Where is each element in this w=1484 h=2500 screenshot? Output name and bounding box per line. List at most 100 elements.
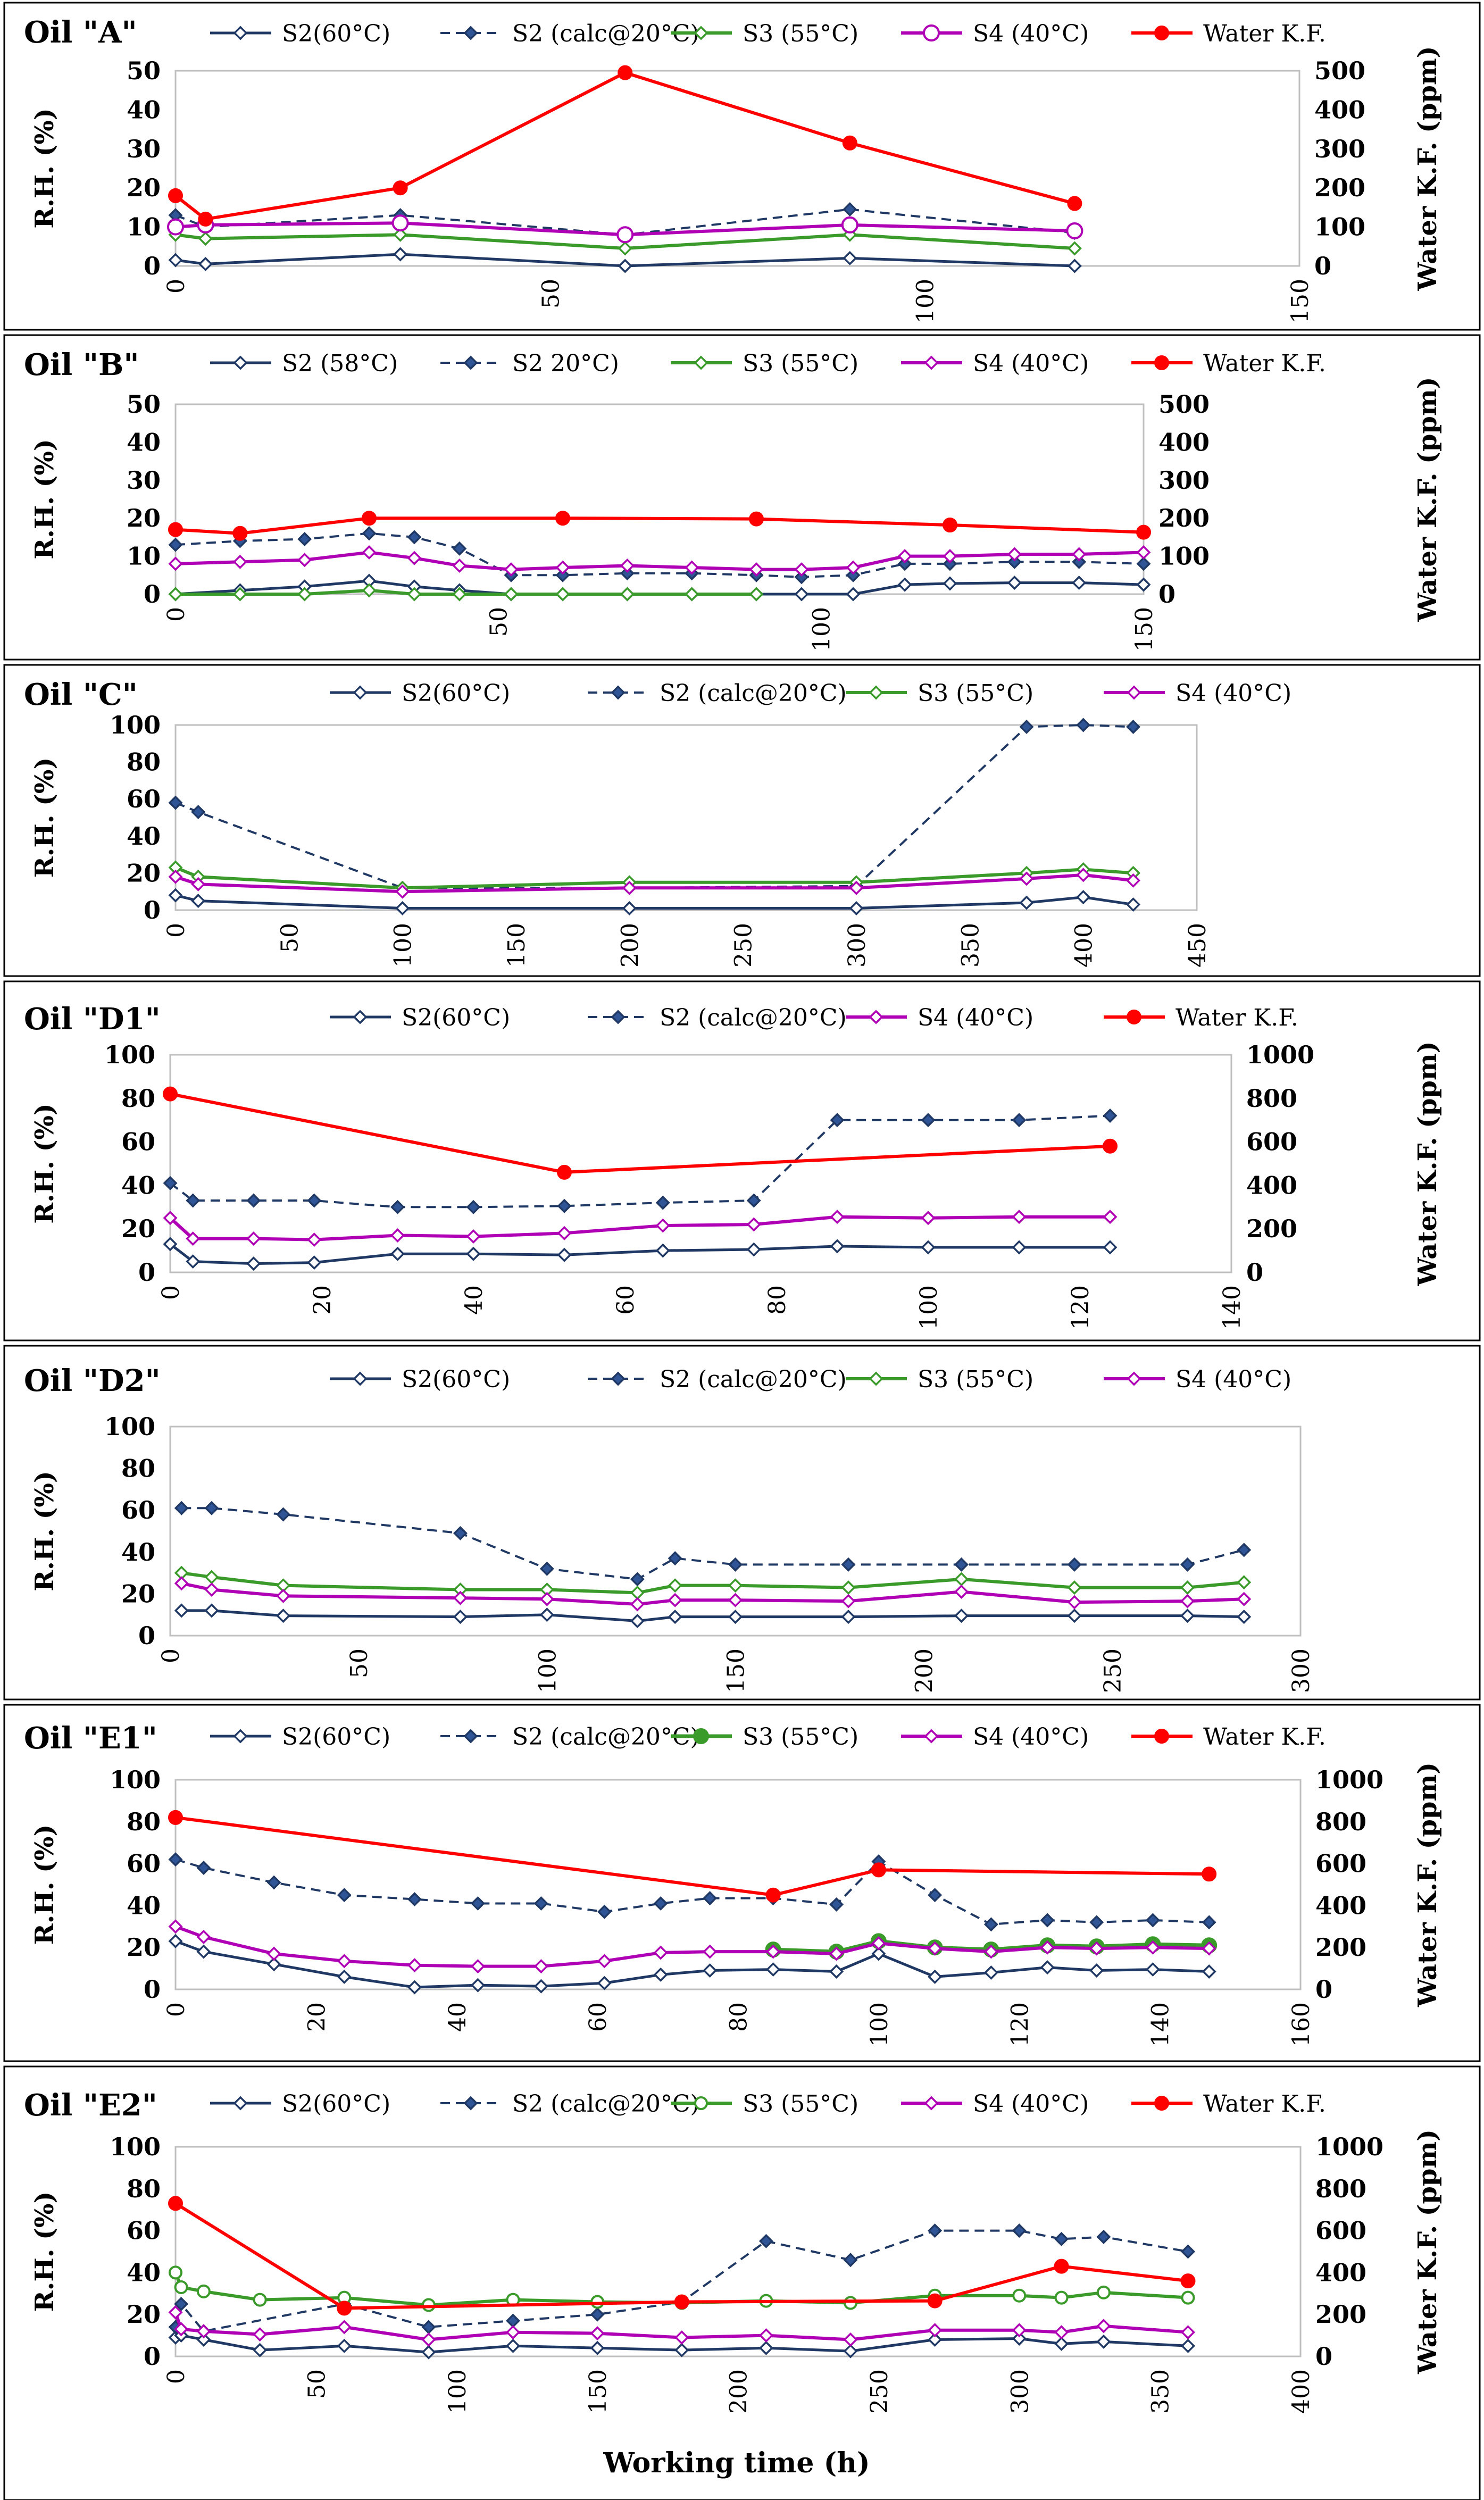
data-point <box>1012 2288 1027 2303</box>
legend-marker <box>233 1729 248 1744</box>
data-point <box>1181 2325 1195 2340</box>
panel-border <box>3 980 1481 1341</box>
data-point <box>163 1176 178 1190</box>
data-point <box>728 1593 743 1607</box>
data-point <box>841 1557 856 1572</box>
data-point <box>674 2294 689 2310</box>
data-point <box>539 1561 554 1576</box>
data-point <box>618 259 632 273</box>
data-point <box>590 2340 605 2355</box>
data-point <box>749 562 764 577</box>
legend-label: Water K.F. <box>1203 2090 1326 2118</box>
y-tick-label: 60 <box>121 1128 155 1156</box>
data-point <box>276 1588 290 1603</box>
y-tick-label: 0 <box>138 1258 155 1287</box>
legend-label: S2 (58°C) <box>282 350 398 377</box>
legend-label: S2 (calc@20°C) <box>660 1366 847 1393</box>
legend-label: S3 (55°C) <box>918 1366 1033 1393</box>
legend-label: S3 (55°C) <box>743 2090 858 2118</box>
data-point <box>829 1964 844 1979</box>
y-axis-label: R.H. (%) <box>30 108 60 228</box>
y2-tick-label: 200 <box>1315 2300 1366 2329</box>
data-point <box>1072 554 1087 569</box>
data-point <box>921 1211 936 1226</box>
data-point <box>983 1965 998 1980</box>
data-point <box>453 1610 468 1624</box>
y-tick-label: 30 <box>127 135 161 163</box>
data-point <box>843 251 857 265</box>
x-tick-label: 0 <box>163 607 190 622</box>
data-point <box>871 1862 886 1878</box>
plot-area <box>174 724 1198 911</box>
x-tick-label: 120 <box>1067 1285 1094 1330</box>
data-point <box>555 568 570 582</box>
data-point <box>168 1934 183 1948</box>
legend-label: S2 20°C) <box>512 350 619 377</box>
data-point <box>421 2345 436 2360</box>
data-point <box>1136 545 1151 560</box>
data-point <box>1007 576 1022 590</box>
data-point <box>927 2293 943 2309</box>
y-tick-label: 60 <box>127 785 161 813</box>
data-point <box>407 530 422 545</box>
data-point <box>1067 196 1082 211</box>
data-point <box>504 562 519 577</box>
data-point <box>266 1946 281 1961</box>
y-tick-label: 20 <box>121 1214 155 1243</box>
data-point <box>983 1944 998 1959</box>
x-tick-label: 20 <box>309 1285 336 1315</box>
y-tick-label: 100 <box>110 1765 161 1794</box>
data-point <box>1067 241 1082 256</box>
legend-marker <box>611 685 626 700</box>
chart-panel-1: Oil "A" 0 10 20 30 40 50 R.H. (%) 0 100 200 300 400 5… <box>3 2 1481 331</box>
data-point <box>849 901 864 915</box>
data-point <box>246 1256 261 1271</box>
legend-label: S2 (calc@20°C) <box>660 1004 847 1031</box>
legend-marker <box>1154 2096 1169 2111</box>
y-tick-label: 60 <box>127 2216 161 2245</box>
data-point <box>167 218 184 236</box>
data-point <box>954 1557 969 1572</box>
data-point <box>163 1237 178 1252</box>
data-point <box>232 526 248 541</box>
y-tick-label: 100 <box>104 1412 155 1441</box>
data-point <box>297 531 312 546</box>
x-tick-label: 60 <box>612 1285 639 1315</box>
series-2 <box>174 1501 1252 1587</box>
data-point <box>829 1897 844 1912</box>
data-point <box>1054 2231 1069 2246</box>
data-point <box>168 1810 183 1825</box>
data-point <box>470 1896 485 1911</box>
data-point <box>1126 873 1141 888</box>
series-4 <box>163 1086 1118 1180</box>
y2-tick-label: 0 <box>1315 2342 1332 2371</box>
legend-marker <box>1154 26 1169 40</box>
x-tick-label: 150 <box>585 2369 612 2414</box>
legend-marker <box>233 2096 248 2111</box>
data-point <box>746 1242 761 1257</box>
x-tick-label: 350 <box>957 923 984 968</box>
data-point <box>843 2344 858 2359</box>
data-point <box>897 549 912 564</box>
legend-marker <box>923 24 940 41</box>
data-point <box>1103 1138 1118 1154</box>
data-point <box>843 2253 858 2268</box>
data-point <box>597 1954 612 1969</box>
x-tick-label: 250 <box>730 923 757 968</box>
data-point <box>622 880 637 895</box>
data-point <box>1076 718 1091 732</box>
y2-axis-label: Water K.F. (ppm) <box>1413 1762 1443 2007</box>
data-point <box>630 1597 645 1612</box>
data-point <box>1066 222 1083 239</box>
data-point <box>174 1501 189 1515</box>
data-point <box>655 1218 670 1233</box>
y-tick-label: 100 <box>110 2132 161 2161</box>
data-point <box>655 1195 670 1210</box>
data-point <box>943 556 957 571</box>
data-point <box>297 587 312 602</box>
data-point <box>470 1959 485 1974</box>
data-point <box>653 1945 668 1960</box>
data-point <box>653 1896 668 1911</box>
legend-label: S3 (55°C) <box>743 20 858 47</box>
